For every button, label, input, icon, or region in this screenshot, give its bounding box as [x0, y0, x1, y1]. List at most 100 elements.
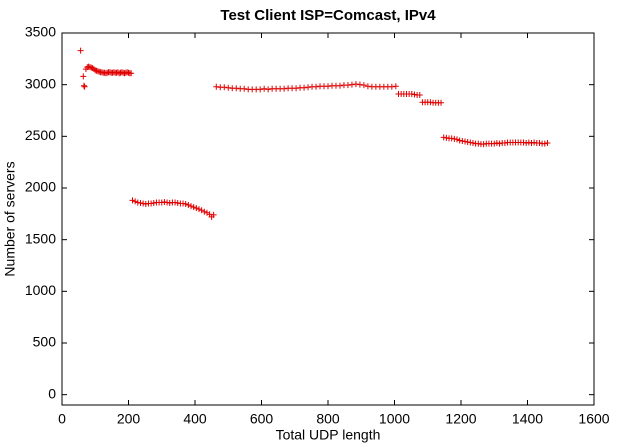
data-point: [81, 83, 88, 90]
data-point: [121, 70, 128, 77]
data-point: [213, 83, 220, 90]
data-point: [86, 64, 93, 71]
data-point: [132, 198, 139, 205]
data-point: [137, 199, 144, 206]
data-point: [142, 201, 149, 208]
data-point: [93, 67, 100, 74]
data-point: [281, 85, 288, 92]
data-point: [293, 85, 300, 92]
data-point: [161, 198, 168, 205]
data-point: [225, 84, 232, 91]
data-point: [124, 69, 131, 76]
data-point: [427, 99, 434, 106]
data-point: [182, 201, 189, 208]
data-point: [493, 140, 500, 147]
data-point: [128, 70, 135, 77]
data-point: [221, 84, 228, 91]
data-point: [531, 139, 538, 146]
data-point: [520, 139, 527, 146]
data-point: [523, 140, 530, 147]
data-point: [344, 82, 351, 89]
data-point: [475, 140, 482, 147]
data-point: [180, 200, 187, 207]
data-point: [77, 47, 84, 54]
data-point: [348, 81, 355, 88]
data-point: [408, 90, 415, 97]
data-point: [440, 134, 447, 141]
data-point: [501, 140, 508, 147]
data-point: [525, 139, 532, 146]
y-tick-label: 500: [33, 334, 57, 350]
data-point: [102, 70, 109, 77]
x-tick-label: 1200: [445, 411, 476, 427]
data-point: [496, 140, 503, 147]
y-tick-label: 1500: [25, 230, 56, 246]
data-point: [125, 69, 132, 76]
x-tick-label: 400: [183, 411, 207, 427]
data-point: [150, 199, 157, 206]
data-point: [257, 86, 264, 93]
data-point: [364, 83, 371, 90]
data-point: [356, 81, 363, 88]
data-point: [544, 140, 551, 147]
data-point: [388, 83, 395, 90]
y-tick-label: 2500: [25, 127, 56, 143]
data-point: [469, 140, 476, 147]
data-point: [360, 82, 367, 89]
data-point: [461, 138, 468, 145]
data-point: [116, 70, 123, 77]
data-point: [491, 140, 498, 147]
data-point: [454, 136, 461, 143]
data-point: [172, 199, 179, 206]
data-point: [451, 135, 458, 142]
x-axis-label: Total UDP length: [276, 427, 381, 443]
data-point: [301, 84, 308, 91]
data-point: [336, 82, 343, 89]
data-point: [80, 73, 87, 80]
data-point: [480, 141, 487, 148]
data-point: [190, 204, 197, 211]
data-point: [536, 140, 543, 147]
data-point: [94, 68, 101, 75]
data-point: [166, 199, 173, 206]
data-point: [438, 99, 445, 106]
data-point: [464, 139, 471, 146]
data-point: [188, 203, 195, 210]
data-point: [195, 206, 202, 213]
data-point: [92, 67, 99, 74]
data-point: [448, 135, 455, 142]
chart-title: Test Client ISP=Comcast, IPv4: [220, 7, 436, 24]
x-tick-label: 0: [58, 411, 66, 427]
y-tick-label: 3000: [25, 75, 56, 91]
x-tick-label: 1600: [578, 411, 609, 427]
x-tick-label: 1000: [379, 411, 410, 427]
data-point: [352, 81, 359, 88]
data-point: [140, 200, 147, 207]
data-point: [541, 140, 548, 147]
data-point: [129, 197, 136, 204]
data-point: [459, 137, 466, 144]
y-tick-label: 1000: [25, 282, 56, 298]
y-tick-label: 0: [48, 385, 56, 401]
y-tick-label: 3500: [25, 24, 56, 40]
x-tick-label: 800: [316, 411, 340, 427]
data-point: [411, 91, 418, 98]
data-point: [118, 69, 125, 76]
data-point: [85, 63, 92, 70]
y-tick-label: 2000: [25, 179, 56, 195]
data-point: [210, 211, 217, 218]
x-tick-label: 200: [117, 411, 141, 427]
data-point: [201, 208, 208, 215]
data-point: [185, 202, 192, 209]
data-point: [241, 85, 248, 92]
data-point: [261, 85, 268, 92]
data-point: [325, 83, 331, 90]
data-point: [80, 82, 87, 89]
data-point: [467, 139, 474, 146]
data-point: [158, 199, 165, 206]
data-point: [265, 86, 272, 93]
data-point: [392, 83, 399, 90]
y-axis-label: Number of servers: [2, 161, 18, 276]
